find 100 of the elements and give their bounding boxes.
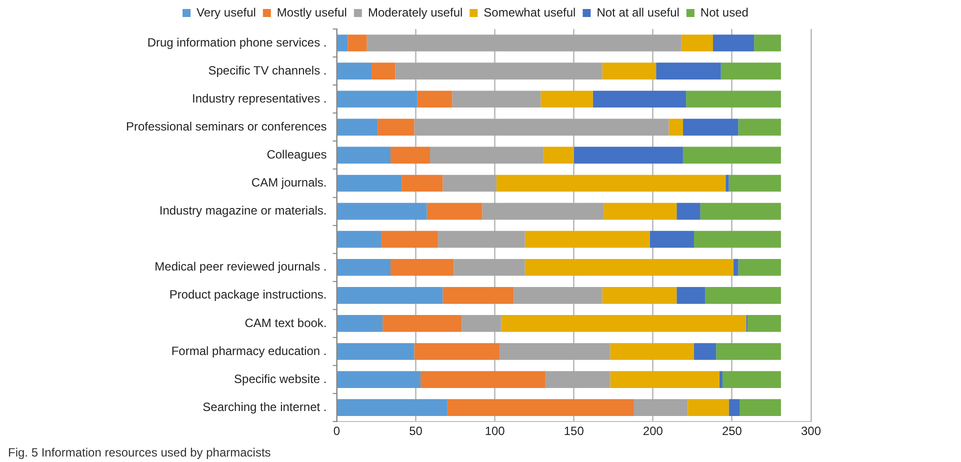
- bar: [338, 90, 418, 108]
- y-tick-label: CAM text book.: [244, 316, 327, 330]
- bar: [501, 315, 746, 332]
- bar: [545, 371, 610, 388]
- bar: [705, 286, 781, 304]
- bar: [414, 118, 669, 136]
- bar: [447, 399, 634, 416]
- legend-label: Somewhat useful: [484, 5, 576, 20]
- bar: [734, 258, 738, 276]
- bar: [524, 230, 650, 248]
- bar: [500, 343, 610, 360]
- bar: [390, 146, 430, 164]
- bar: [728, 174, 781, 192]
- bar: [650, 230, 694, 248]
- bar: [338, 62, 372, 80]
- y-tick-label: Formal pharmacy education .: [171, 344, 327, 358]
- bar: [338, 286, 443, 304]
- bar: [738, 258, 781, 276]
- y-tick-label: Colleagues: [266, 148, 327, 162]
- bar: [338, 258, 391, 276]
- bar: [348, 34, 367, 52]
- bar: [338, 371, 421, 388]
- bar: [602, 286, 677, 304]
- bar: [395, 62, 602, 80]
- bar: [682, 146, 781, 164]
- bar: [454, 258, 525, 276]
- bar: [438, 230, 525, 248]
- bar: [442, 286, 514, 304]
- bar: [656, 62, 721, 80]
- bar: [482, 202, 604, 220]
- bar: [366, 34, 682, 52]
- bar: [378, 118, 414, 136]
- bar: [544, 146, 574, 164]
- bar: [688, 399, 729, 416]
- bar: [496, 174, 726, 192]
- bar: [720, 62, 781, 80]
- x-tick-label: 0: [333, 424, 340, 438]
- bar: [726, 174, 729, 192]
- bar: [338, 146, 391, 164]
- bar: [592, 90, 686, 108]
- y-tick-label: CAM journals.: [251, 176, 327, 190]
- bar: [681, 34, 713, 52]
- bar: [574, 146, 683, 164]
- bar: [740, 399, 781, 416]
- bar: [514, 286, 602, 304]
- bar: [338, 230, 382, 248]
- y-tick-label: Industry representatives .: [192, 91, 327, 106]
- bar: [719, 371, 722, 388]
- y-tick-label: Drug information phone services .: [147, 35, 327, 50]
- bar: [382, 315, 462, 332]
- bar: [694, 230, 781, 248]
- bar: [540, 90, 593, 108]
- bar: [372, 62, 396, 80]
- bar: [430, 146, 544, 164]
- bar: [716, 343, 781, 360]
- bar: [381, 230, 438, 248]
- bar: [462, 315, 502, 332]
- bar: [452, 90, 541, 108]
- bar: [682, 118, 738, 136]
- bar: [442, 174, 496, 192]
- x-tick-label: 150: [564, 424, 584, 438]
- y-tick-label: Specific TV channels .: [208, 63, 327, 78]
- bar: [338, 399, 448, 416]
- bar: [414, 343, 500, 360]
- bar: [700, 202, 781, 220]
- legend-label: Mostly useful: [276, 5, 347, 20]
- bar: [604, 202, 677, 220]
- x-tick-label: 200: [642, 424, 664, 438]
- bar: [417, 90, 452, 108]
- y-tick-label: Searching the internet .: [202, 400, 327, 414]
- legend-label: Not at all useful: [596, 5, 680, 20]
- bar: [738, 118, 781, 136]
- x-tick-label: 100: [484, 424, 506, 438]
- bar: [668, 118, 683, 136]
- bar: [712, 34, 754, 52]
- y-tick-label: Medical peer reviewed journals .: [154, 260, 327, 274]
- bar: [338, 315, 383, 332]
- bar: [754, 34, 781, 52]
- bar: [402, 174, 443, 192]
- bar: [338, 202, 427, 220]
- x-tick-label: 50: [409, 424, 423, 438]
- bar: [420, 371, 546, 388]
- bar: [722, 371, 781, 388]
- legend-label: Not used: [700, 5, 748, 20]
- bar: [686, 90, 781, 108]
- y-tick-label: Product package instructions.: [169, 288, 327, 302]
- bar: [694, 343, 716, 360]
- bar: [338, 34, 348, 52]
- bar: [426, 202, 482, 220]
- y-tick-label: Professional seminars or conferences: [126, 119, 327, 134]
- x-tick-label: 250: [722, 424, 742, 438]
- bar: [676, 202, 700, 220]
- x-tick-label: 300: [800, 424, 822, 438]
- legend-label: Very useful: [196, 5, 256, 20]
- caption: Fig. 5 Information resources used by pharmacists: [8, 445, 271, 460]
- bar: [748, 315, 781, 332]
- bar: [610, 343, 694, 360]
- y-tick-label: Specific website .: [234, 372, 327, 386]
- legend-label: Moderately useful: [368, 5, 463, 20]
- bar: [338, 343, 414, 360]
